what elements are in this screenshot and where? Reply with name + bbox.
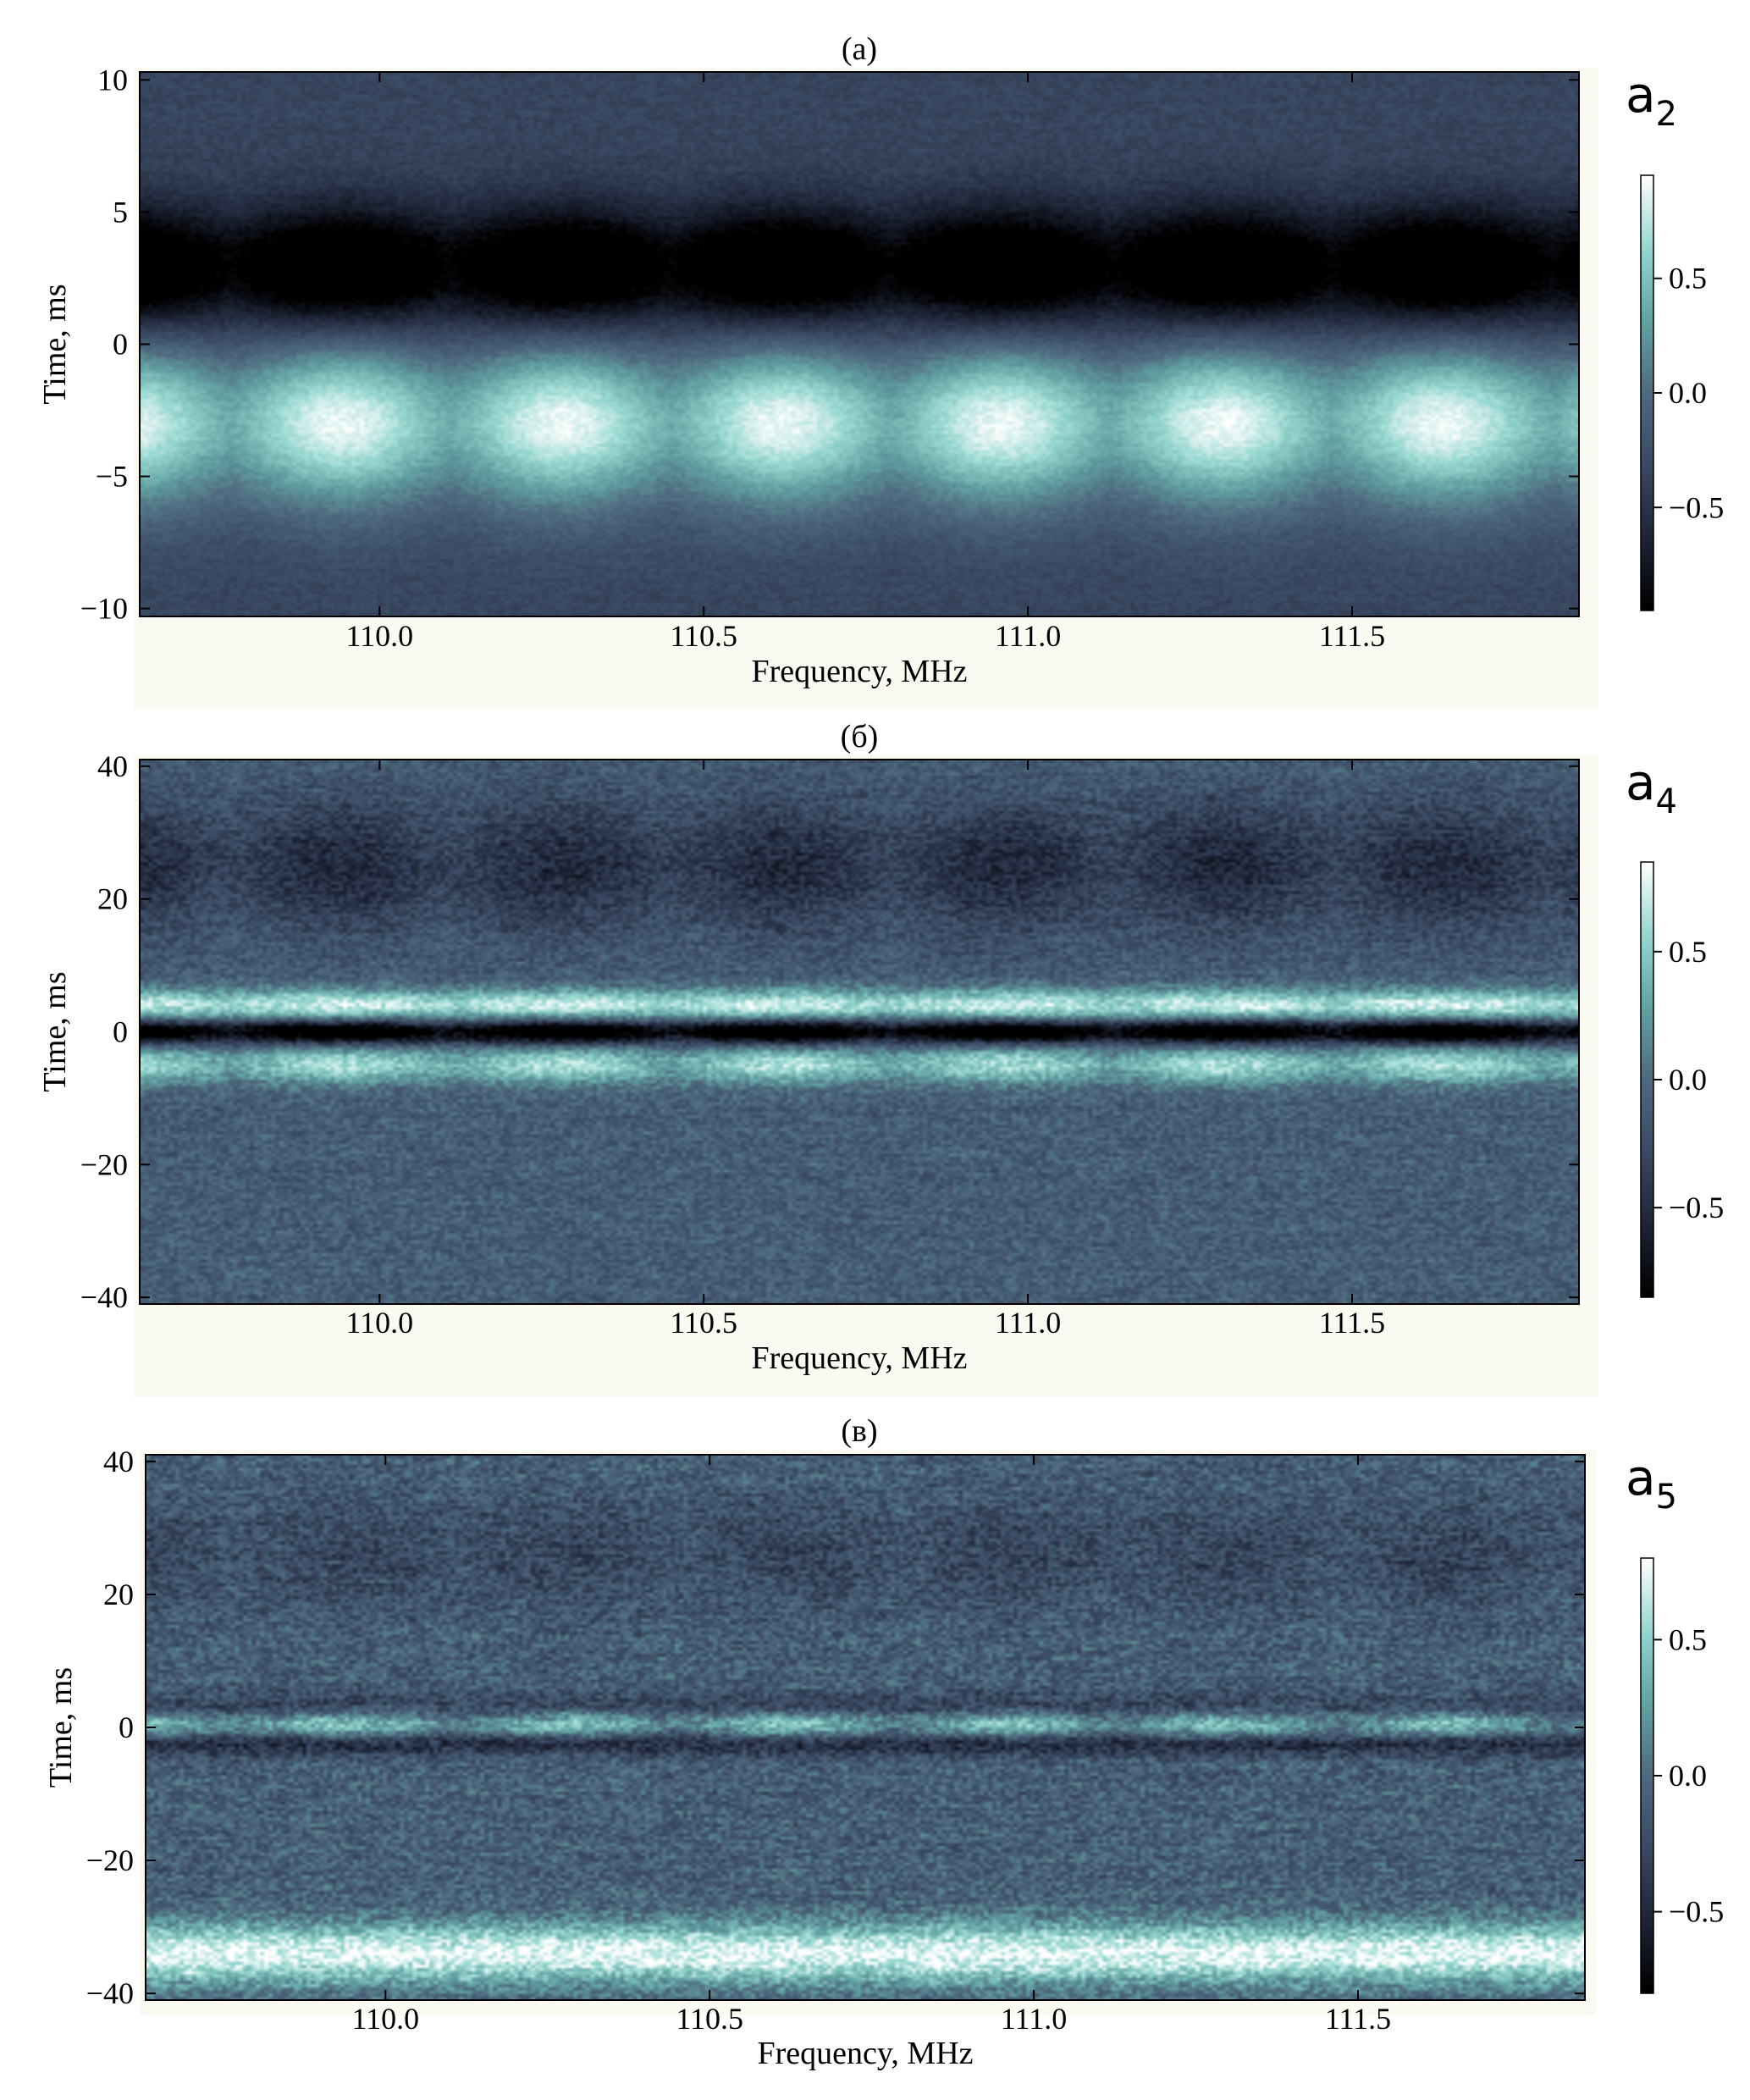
- y-tick-label: 40: [103, 1445, 134, 1478]
- y-tick-label: −40: [86, 1976, 134, 2010]
- colorbar-gradient: [1641, 175, 1653, 611]
- y-tick-label: −20: [86, 1843, 134, 1877]
- colorbar-tick-label: 0.5: [1669, 935, 1707, 969]
- x-tick-label: 110.0: [345, 1306, 413, 1340]
- colorbar-tick-label: 0.0: [1669, 376, 1707, 410]
- panel-3: (в) 110.0 110.5 111.0 111.5 40 20 0 −20 −40 Freque…: [43, 1413, 1724, 2071]
- x-tick-label: 110.0: [345, 619, 413, 653]
- y-tick-label: 20: [103, 1578, 134, 1611]
- x-tick-label: 111.5: [1319, 619, 1385, 653]
- y-axis-label: Time, ms: [37, 284, 73, 404]
- colorbar-gradient: [1641, 1558, 1653, 1993]
- y-axis-label: Time, ms: [37, 971, 73, 1091]
- colorbar-title: a5: [1626, 1449, 1677, 1517]
- heatmap-image: [140, 760, 1579, 1304]
- y-tick-label: 5: [113, 195, 128, 229]
- y-tick-label: 0: [119, 1710, 134, 1744]
- y-tick-label: −5: [96, 460, 128, 494]
- heatmap-image: [146, 1455, 1585, 2000]
- x-tick-label: 110.5: [676, 2002, 743, 2036]
- y-tick-label: 0: [113, 328, 128, 362]
- x-tick-label: 111.5: [1325, 2002, 1391, 2036]
- y-tick-label: −40: [80, 1280, 128, 1314]
- colorbar-tick-label: 0.5: [1669, 262, 1707, 296]
- colorbar-tick-label: 0.5: [1669, 1622, 1707, 1656]
- colorbar-tick-label: 0.0: [1669, 1063, 1707, 1097]
- colorbar-title: a4: [1626, 754, 1677, 821]
- colorbar-tick-label: −0.5: [1669, 1895, 1724, 1929]
- colorbar-title-subscript: 5: [1656, 1478, 1677, 1517]
- x-tick-label: 110.5: [670, 1306, 737, 1340]
- panel-label: (б): [841, 719, 879, 754]
- colorbar-tick-label: −0.5: [1669, 490, 1724, 524]
- y-tick-label: 0: [113, 1015, 128, 1049]
- colorbar: 0.5 0.0 −0.5 a4: [1626, 754, 1724, 1298]
- x-tick-label: 111.5: [1319, 1306, 1385, 1340]
- y-tick-label: 40: [97, 749, 128, 783]
- x-tick-label: 111.0: [1001, 2002, 1067, 2036]
- x-tick-label: 111.0: [995, 1306, 1061, 1340]
- heatmap-image: [140, 72, 1579, 616]
- x-axis-label: Frequency, MHz: [751, 654, 967, 689]
- y-tick-label: −20: [80, 1147, 128, 1181]
- x-axis-label: Frequency, MHz: [757, 2036, 973, 2071]
- panel-label: (а): [842, 31, 877, 67]
- colorbar: 0.5 0.0 −0.5 a2: [1626, 66, 1724, 611]
- colorbar: 0.5 0.0 −0.5 a5: [1626, 1449, 1724, 1994]
- y-axis-label: Time, ms: [43, 1667, 79, 1788]
- colorbar-title-subscript: 4: [1656, 782, 1677, 821]
- x-axis-label: Frequency, MHz: [751, 1340, 967, 1376]
- x-tick-label: 111.0: [995, 619, 1061, 653]
- colorbar-tick-label: −0.5: [1669, 1191, 1724, 1224]
- x-tick-label: 110.5: [670, 619, 737, 653]
- colorbar-gradient: [1641, 862, 1653, 1297]
- panel-1: (а) 110.0 110.5 111.0 111.5 10 5 0 −5 −10 Frequenc…: [37, 31, 1724, 710]
- panel-label: (в): [841, 1413, 877, 1449]
- x-tick-label: 110.0: [351, 2002, 419, 2036]
- colorbar-title: a2: [1626, 66, 1677, 134]
- panel-2: (б) 110.0 110.5 111.0 111.5 40 20 0 −20 −40 Freque…: [37, 719, 1724, 1397]
- colorbar-tick-label: 0.0: [1669, 1759, 1707, 1793]
- y-tick-label: −10: [80, 592, 128, 626]
- y-tick-label: 20: [97, 882, 128, 916]
- y-tick-label: 10: [97, 63, 128, 97]
- colorbar-title-subscript: 2: [1656, 95, 1677, 134]
